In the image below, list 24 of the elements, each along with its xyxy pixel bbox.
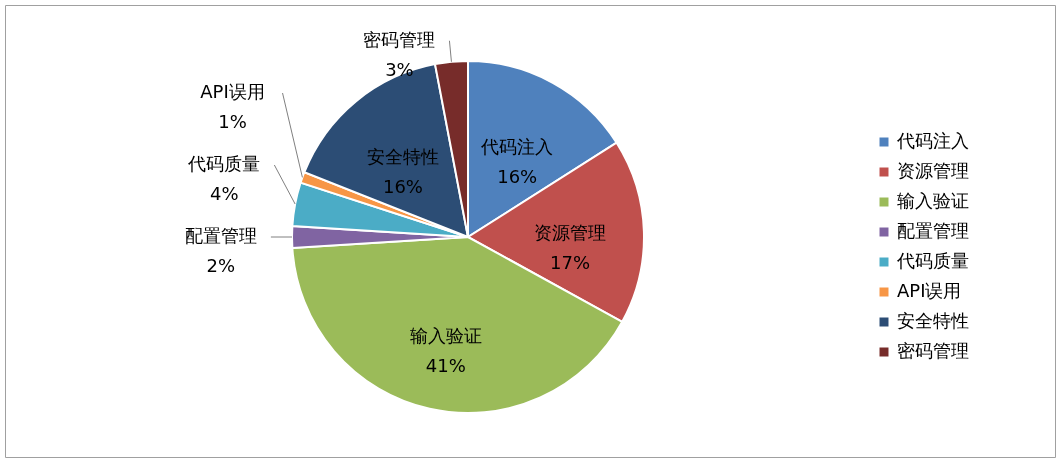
slice-label: 代码注入 <box>480 135 554 157</box>
legend-label: 安全特性 <box>897 310 969 331</box>
data-label: 3% <box>385 58 414 80</box>
slice-label: 代码质量 <box>187 153 261 174</box>
slice-label: API误用 <box>200 81 265 102</box>
data-label: 1% <box>218 111 247 132</box>
legend-label: 资源管理 <box>897 160 969 181</box>
slice-label: 资源管理 <box>534 221 607 243</box>
legend-label: 代码注入 <box>896 130 969 151</box>
data-label: 41% <box>425 354 466 376</box>
slice-label: 输入验证 <box>409 324 482 346</box>
data-label: 16% <box>382 176 423 198</box>
legend-label: 密码管理 <box>897 340 969 361</box>
data-label: 16% <box>497 165 538 187</box>
data-label: 2% <box>206 255 236 276</box>
legend-label: 配置管理 <box>897 220 969 241</box>
data-label: 17% <box>550 251 591 273</box>
slice-label: 配置管理 <box>184 225 257 246</box>
legend-label: 输入验证 <box>897 190 969 211</box>
data-label: 4% <box>210 183 239 204</box>
slice-label: 安全特性 <box>366 146 439 168</box>
legend-label: 代码质量 <box>896 250 969 271</box>
slice-label: 密码管理 <box>363 28 436 50</box>
legend-label: API误用 <box>897 280 962 301</box>
